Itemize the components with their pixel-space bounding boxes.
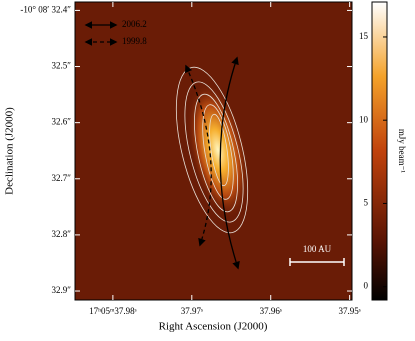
x-tick-label: 37.95ˢ <box>339 306 361 316</box>
scale-bar-label: 100 AU <box>303 244 332 254</box>
frame <box>74 1 353 301</box>
arrow-2006 <box>219 56 240 270</box>
x-tick-label: 37.97ˢ <box>181 306 203 316</box>
x-axis-title: Right Ascension (J2000) <box>159 321 268 333</box>
y-axis-title: Declination (J2000) <box>4 107 16 195</box>
x-tick-label: 37.96ˢ <box>260 306 282 316</box>
y-tick-label: 32.7″ <box>52 173 72 183</box>
y-tick-label: 32.9″ <box>52 285 72 295</box>
y-tick-label: -10° 08′ 32.4″ <box>20 4 71 14</box>
colorbar-tick-label: 10 <box>359 114 369 124</box>
colorbar-tick-label: 5 <box>364 198 369 208</box>
y-tick-label: 32.6″ <box>52 117 72 127</box>
y-tick-label: 32.8″ <box>52 229 72 239</box>
legend-label: 2006.2 <box>122 19 147 29</box>
image-panel: 2006.2 1999.8 100 AU <box>74 1 353 301</box>
colorbar-tick-label: 15 <box>359 31 369 41</box>
colorbar-tick-label: 0 <box>364 281 369 291</box>
x-tick-label: 17ʰ05ᵐ37.98ˢ <box>89 306 137 316</box>
colorbar <box>371 1 388 301</box>
colorbar-title: mJy beam⁻¹ <box>397 129 407 173</box>
arrow-1999 <box>184 64 212 247</box>
y-tick-label: 32.5″ <box>52 61 72 71</box>
legend-label: 1999.8 <box>122 36 147 46</box>
